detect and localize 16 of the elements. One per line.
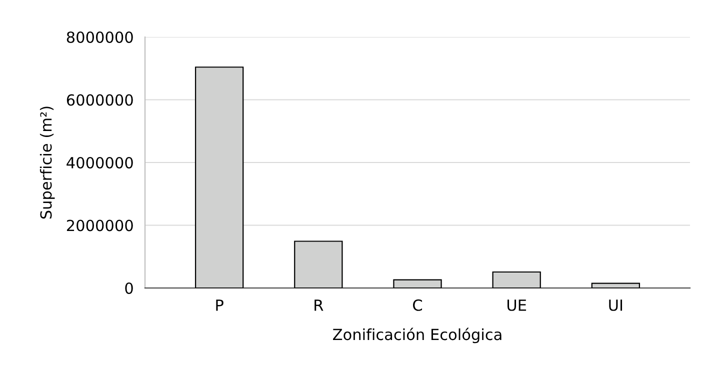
x-tick-label: UE xyxy=(508,300,526,311)
y-tick-label: 4000000 xyxy=(66,156,133,169)
x-tick-label: P xyxy=(216,300,224,311)
bar xyxy=(591,282,640,288)
x-tick-label: C xyxy=(413,299,422,311)
y-tick-label: 2000000 xyxy=(66,220,133,232)
x-tick-label: R xyxy=(314,300,324,311)
x-axis-title: Zonificación Ecológica xyxy=(333,328,502,344)
y-tick-label: 8000000 xyxy=(66,31,133,44)
bar xyxy=(492,271,541,288)
y-tick-label: 6000000 xyxy=(66,94,133,106)
bar xyxy=(294,240,343,288)
y-axis-title: Superficie (m²) xyxy=(40,106,55,219)
bar xyxy=(393,279,442,288)
x-tick-label: UI xyxy=(609,300,622,311)
y-tick-label: 0 xyxy=(125,282,133,294)
